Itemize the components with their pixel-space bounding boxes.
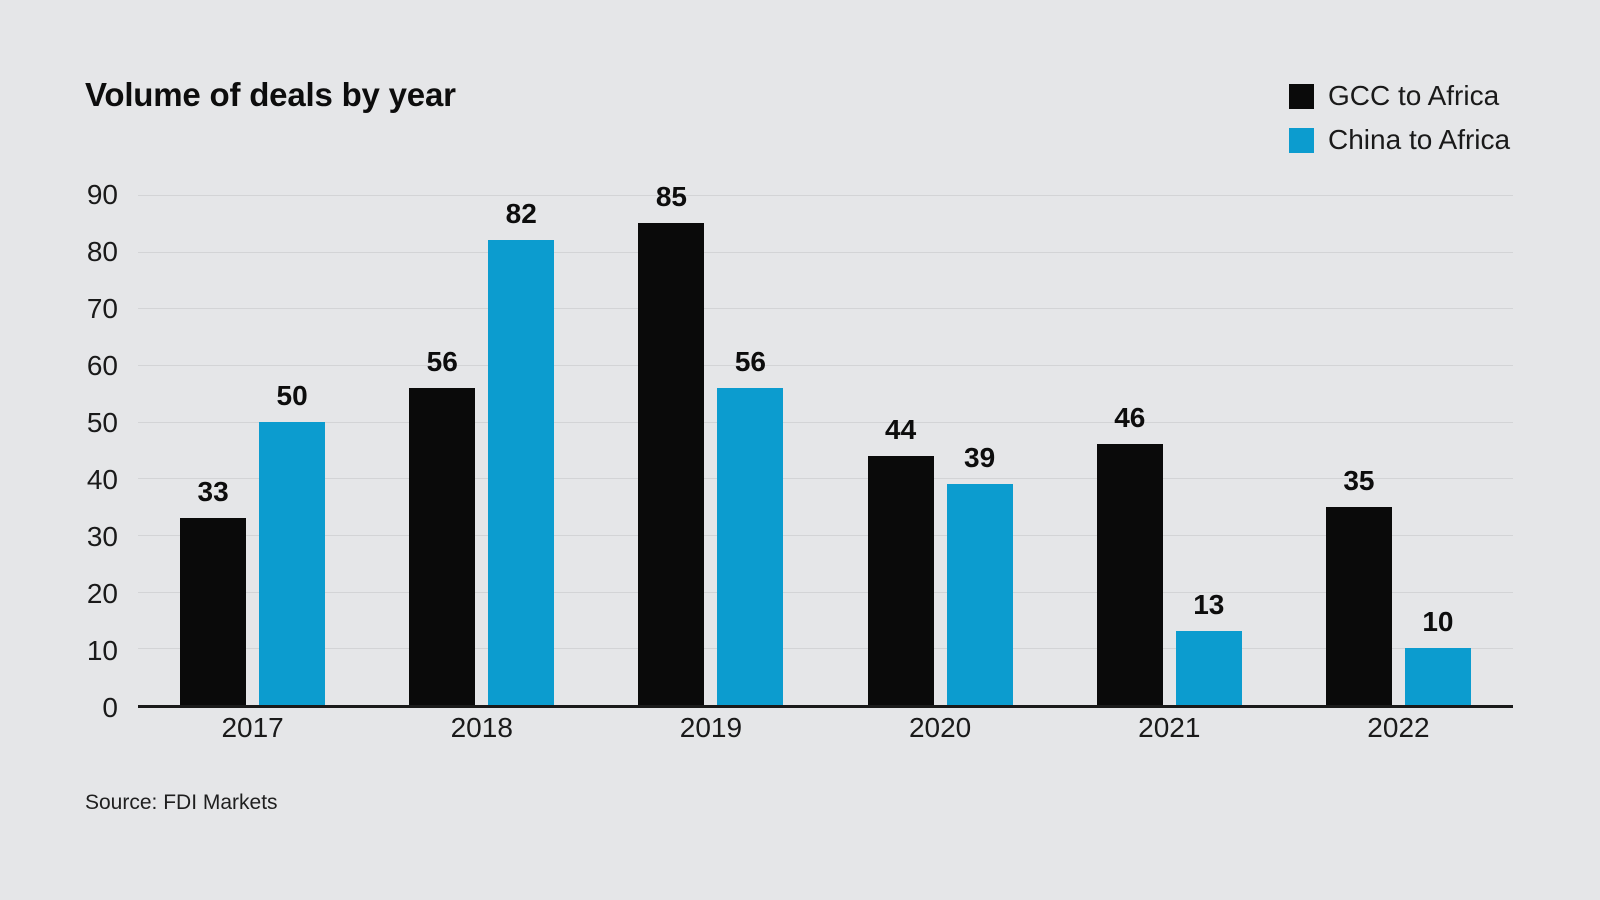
- y-tick-80: 80: [86, 236, 118, 267]
- bar-groups: 33 50 56 82 85 56 44 39 46 13 35 10: [138, 181, 1513, 705]
- plot-area: 33 50 56 82 85 56 44 39 46 13 35 10: [138, 181, 1513, 708]
- bar-value-label: 44: [885, 413, 917, 445]
- bar-value-label: 10: [1422, 606, 1454, 638]
- bar-china-to-africa-2022: 10: [1404, 606, 1471, 705]
- x-tick-2022: 2022: [1367, 712, 1430, 743]
- legend-label-gcc: GCC to Africa: [1328, 80, 1500, 111]
- bar-value-label: 33: [197, 476, 229, 507]
- gridline-70: [138, 308, 1513, 310]
- gridline-20: [138, 591, 1513, 593]
- legend-label-china: China to Africa: [1328, 124, 1511, 155]
- bar-value-label: 39: [964, 442, 996, 473]
- bar-group-2019: 85 56: [596, 181, 825, 705]
- y-tick-90: 90: [86, 179, 118, 210]
- bar-group-2018: 56 82: [367, 195, 596, 705]
- y-tick-50: 50: [86, 407, 118, 438]
- y-tick-30: 30: [86, 521, 118, 552]
- bar-gcc-to-africa-2018: 56: [409, 346, 476, 705]
- bar-value-label: 56: [734, 345, 766, 377]
- y-tick-10: 10: [86, 635, 118, 666]
- bar-china-to-africa-2019: 56: [717, 346, 784, 705]
- bar-china-to-africa-2017: 50: [259, 380, 326, 705]
- bar-gcc-to-africa-2021: 46: [1096, 402, 1163, 705]
- gridline-80: [138, 251, 1513, 253]
- bar-gcc-to-africa-2017: 33: [180, 476, 247, 705]
- bar-gcc-to-africa-2022: 35: [1325, 465, 1392, 705]
- bar-value-label: 85: [655, 181, 687, 213]
- bar-group-2022: 35 10: [1284, 195, 1513, 705]
- gridline-50: [138, 421, 1513, 423]
- legend: GCC to Africa China to Africa: [1289, 80, 1511, 170]
- y-tick-70: 70: [86, 293, 118, 324]
- x-tick-2019: 2019: [679, 712, 743, 743]
- gridline-30: [138, 535, 1513, 536]
- bar-value-label: 35: [1343, 464, 1375, 496]
- y-tick-40: 40: [86, 464, 118, 495]
- bar-gcc-to-africa-2019: 85: [638, 181, 705, 705]
- bar-gcc-to-africa-2020: 44: [867, 414, 934, 705]
- source-note: Source: FDI Markets: [85, 791, 278, 814]
- legend-item-china: China to Africa: [1289, 124, 1511, 155]
- gridline-40: [138, 478, 1513, 480]
- legend-item-gcc: GCC to Africa: [1289, 80, 1510, 111]
- gridline-60: [138, 365, 1513, 366]
- bar-group-2020: 44 39: [826, 195, 1055, 705]
- bar-china-to-africa-2020: 39: [946, 442, 1013, 705]
- x-tick-2018: 2018: [450, 712, 513, 743]
- legend-swatch-china: [1289, 127, 1314, 153]
- bar-value-label: 82: [505, 198, 537, 230]
- x-axis-labels: 2017 2018 2019 2020 2021 2022: [138, 712, 1513, 744]
- bar-group-2017: 33 50: [138, 195, 367, 705]
- bar-china-to-africa-2021: 13: [1175, 589, 1242, 705]
- bar-group-2021: 46 13: [1055, 195, 1284, 705]
- x-tick-2017: 2017: [221, 712, 284, 743]
- legend-swatch-gcc: [1289, 83, 1314, 109]
- y-tick-20: 20: [86, 578, 118, 609]
- y-tick-0: 0: [102, 692, 118, 723]
- y-tick-60: 60: [86, 350, 118, 381]
- bar-value-label: 56: [426, 345, 458, 377]
- x-tick-2021: 2021: [1138, 712, 1201, 743]
- gridline-10: [138, 648, 1513, 650]
- y-axis-labels: 0 10 20 30 40 50 60 70 80 90: [0, 179, 118, 723]
- x-tick-2020: 2020: [908, 712, 972, 743]
- gridline-90: [138, 195, 1513, 196]
- bar-value-label: 50: [276, 379, 308, 411]
- bar-value-label: 13: [1193, 589, 1225, 621]
- bar-value-label: 46: [1114, 402, 1146, 434]
- bar-china-to-africa-2018: 82: [488, 198, 555, 705]
- chart-title: Volume of deals by year: [85, 76, 456, 113]
